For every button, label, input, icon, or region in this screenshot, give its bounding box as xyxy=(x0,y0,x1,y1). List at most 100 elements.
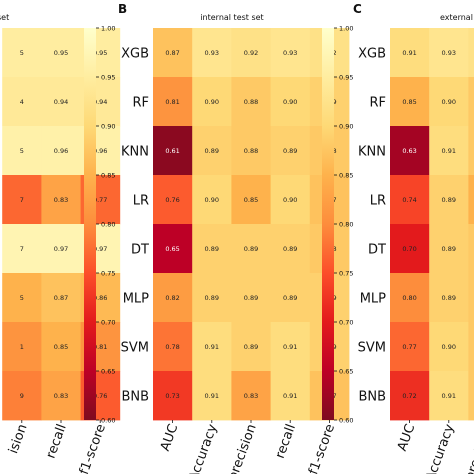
row-label: RF xyxy=(369,96,386,111)
heatmap-cell xyxy=(0,28,3,78)
cell-value-label: 0.82 xyxy=(165,294,179,302)
cell-value-label: 0.92 xyxy=(244,49,258,57)
panel-a-title: set xyxy=(0,13,9,22)
cell-value-label: 0.91 xyxy=(283,343,297,351)
column-label: recall xyxy=(273,422,299,460)
heatmap-cell xyxy=(270,28,311,78)
heatmap-cell xyxy=(192,175,232,225)
cell-value-label: 0.85 xyxy=(244,196,258,204)
heatmap-cell xyxy=(429,273,469,323)
heatmap-cell xyxy=(41,273,81,323)
heatmap-cell xyxy=(390,126,430,176)
cell-value-label: 0.81 xyxy=(93,343,107,351)
cell-value-label: 0.80 xyxy=(402,294,416,302)
heatmap-cell xyxy=(153,273,193,323)
heatmap-cell xyxy=(429,175,469,225)
heatmap-cell xyxy=(468,126,474,176)
column-label: AUC xyxy=(158,422,182,453)
colorbar-b: 0.60 0.65 0.70 0.75 0.80 0.85 0.90 0.95 1.00 xyxy=(322,24,353,424)
cell-value-label: 0.61 xyxy=(165,147,179,155)
heatmap-cell xyxy=(231,175,271,225)
heatmap-cell xyxy=(2,175,42,225)
heatmap-cell xyxy=(0,224,3,274)
heatmap-cell xyxy=(153,322,193,372)
heatmap-cell xyxy=(153,28,193,78)
cell-value-label: 0.89 xyxy=(244,343,258,351)
cell-value-label: 0.89 xyxy=(442,196,456,204)
cell-value-label: 0.85 xyxy=(54,343,68,351)
cell-value-label: 0.97 xyxy=(54,245,68,253)
column-label: Accuracy xyxy=(186,422,220,474)
cell-value-label: 0.87 xyxy=(165,49,179,57)
colorbar-tick-label: 0.95 xyxy=(339,73,353,81)
colorbar-tick-label: 0.65 xyxy=(339,367,353,375)
panel-c-letter: C xyxy=(353,2,362,16)
heatmap-cell xyxy=(390,273,430,323)
heatmap-cell xyxy=(270,77,311,127)
heatmap-cell xyxy=(468,371,474,421)
cell-value-label: 0.89 xyxy=(283,147,297,155)
cell-value-label: 0.83 xyxy=(54,196,68,204)
heatmap-cell xyxy=(429,224,469,274)
heatmap-cell xyxy=(192,77,232,127)
cell-value-label: 4 xyxy=(20,98,24,106)
cell-value-label: 0.96 xyxy=(93,147,107,155)
cell-value-label: 1 xyxy=(20,343,24,351)
heatmap-cell xyxy=(0,322,3,372)
cell-value-label: 0.73 xyxy=(165,392,179,400)
cell-value-label: 0.89 xyxy=(244,294,258,302)
cell-value-label: 0.89 xyxy=(283,245,297,253)
cell-value-label: 5 xyxy=(20,49,24,57)
cell-value-label: 0.89 xyxy=(205,245,219,253)
colorbar-tick-label: 1.00 xyxy=(101,24,115,32)
colorbar-tick-label: 0.95 xyxy=(101,73,115,81)
cell-value-label: 0.83 xyxy=(244,392,258,400)
cell-value-label: 0.90 xyxy=(442,98,456,106)
column-label: f1-score xyxy=(77,422,109,474)
cell-value-label: 0.81 xyxy=(165,98,179,106)
heatmap-cell xyxy=(0,273,3,323)
row-label: XGB xyxy=(358,47,386,62)
colorbar-tick-label: 1.00 xyxy=(339,24,353,32)
column-label: Accuracy xyxy=(423,422,457,474)
colorbar-tick-label: 0.80 xyxy=(339,220,353,228)
colorbar-tick-label: 0.90 xyxy=(339,122,353,130)
cell-value-label: 0.63 xyxy=(402,147,416,155)
heatmap-cell xyxy=(41,371,81,421)
heatmap-cell xyxy=(390,371,430,421)
column-label: precision xyxy=(463,422,474,474)
heatmap-cell xyxy=(231,126,271,176)
heatmap-cell xyxy=(270,371,311,421)
panel-c-title: external xyxy=(440,13,473,22)
cell-value-label: 0.95 xyxy=(93,49,107,57)
heatmap-cell xyxy=(390,224,430,274)
heatmap-cell xyxy=(192,28,232,78)
heatmap-cell xyxy=(153,371,193,421)
heatmap-cell xyxy=(41,126,81,176)
cell-value-label: 0.65 xyxy=(165,245,179,253)
cell-value-label: 0.93 xyxy=(205,49,219,57)
row-label: DT xyxy=(131,243,149,258)
cell-value-label: 0.90 xyxy=(205,98,219,106)
heatmap-cell xyxy=(231,224,271,274)
cell-value-label: 0.90 xyxy=(283,98,297,106)
cell-value-label: 7 xyxy=(20,196,24,204)
colorbar-a: 0.60 0.65 0.70 0.75 0.80 0.85 0.90 0.95 1.00 xyxy=(84,24,115,424)
cell-value-label: 0.90 xyxy=(442,343,456,351)
heatmap-cell xyxy=(429,126,469,176)
cell-value-label: 0.89 xyxy=(205,294,219,302)
colorbar-tick-label: 0.60 xyxy=(339,416,353,424)
heatmap-cell xyxy=(231,371,271,421)
cell-value-label: 0.86 xyxy=(93,294,107,302)
cell-value-label: 0.94 xyxy=(93,98,107,106)
cell-value-label: 0.76 xyxy=(93,392,107,400)
cell-value-label: 7 xyxy=(20,245,24,253)
colorbar-gradient xyxy=(322,28,334,420)
heatmap-cell xyxy=(270,224,311,274)
colorbar-tick-label: 0.70 xyxy=(339,318,353,326)
cell-value-label: 0.72 xyxy=(402,392,416,400)
row-label: XGB xyxy=(121,47,149,62)
heatmap-cell xyxy=(429,28,469,78)
heatmap-cell xyxy=(231,28,271,78)
